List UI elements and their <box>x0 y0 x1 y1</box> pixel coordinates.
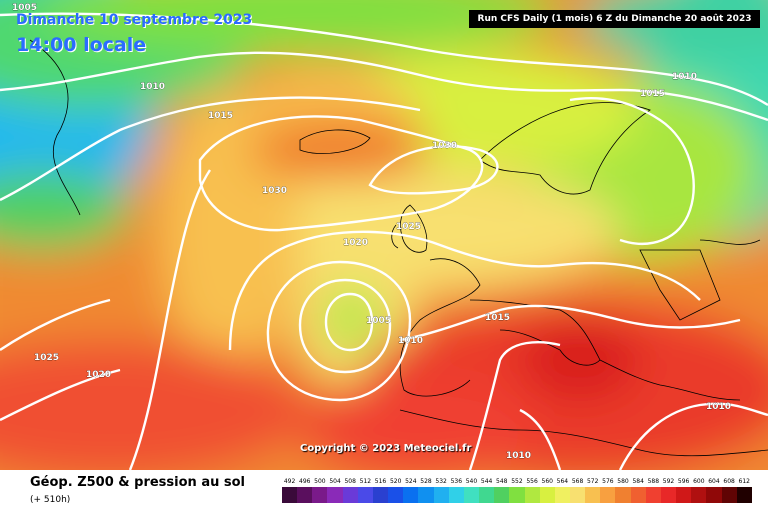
isobar-labels: 1005 1010 1015 1030 1030 1010 1015 1025 … <box>12 3 731 461</box>
legend-label: 508 <box>344 478 356 485</box>
legend-label: 548 <box>496 478 508 485</box>
legend-swatch <box>615 487 631 503</box>
legend-label: 540 <box>465 478 478 485</box>
isobar-lines <box>0 12 768 470</box>
isobar-label: 1005 <box>366 316 391 326</box>
isobar-label: 1025 <box>396 222 421 232</box>
isobar-label: 1015 <box>485 313 510 323</box>
product-title: Géop. Z500 & pression au sol <box>30 475 245 490</box>
legend-swatch <box>630 487 646 503</box>
forecast-offset: (+ 510h) <box>30 495 71 505</box>
legend-swatch <box>372 487 389 503</box>
legend-label: 588 <box>647 478 660 485</box>
legend-swatch <box>433 487 449 503</box>
legend-label: 604 <box>708 478 720 485</box>
legend-label: 592 <box>662 478 675 485</box>
legend-swatch <box>509 487 525 503</box>
legend-swatch <box>479 487 495 503</box>
legend-swatch <box>463 487 480 503</box>
isobar-label: 1010 <box>672 72 697 82</box>
legend-swatch <box>721 487 737 503</box>
legend-label: 516 <box>374 478 387 485</box>
legend-label: 560 <box>541 478 553 485</box>
isobar-label: 1020 <box>86 370 111 380</box>
isobar-label: 1030 <box>432 141 457 151</box>
legend-label: 596 <box>677 478 690 485</box>
legend-label: 568 <box>571 478 584 485</box>
forecast-date: Dimanche 10 septembre 2023 <box>16 12 253 28</box>
legend-label: 564 <box>556 478 569 485</box>
isobar-label: 1010 <box>140 82 165 92</box>
legend-swatch <box>448 487 464 503</box>
legend-label: 580 <box>617 478 629 485</box>
legend-label: 528 <box>420 478 432 485</box>
legend-swatch <box>494 487 510 503</box>
legend-label: 576 <box>602 478 614 485</box>
legend-swatch <box>691 487 707 503</box>
legend-label: 544 <box>480 478 493 485</box>
legend-label: 536 <box>450 478 463 485</box>
legend-label: 512 <box>359 478 372 485</box>
legend-swatches <box>282 487 752 503</box>
legend-swatch <box>403 487 419 503</box>
legend-swatch <box>676 487 692 503</box>
isobar-label: 1025 <box>34 353 59 363</box>
legend-label: 496 <box>299 478 311 485</box>
legend-swatch <box>282 487 298 503</box>
legend-swatch <box>524 487 540 503</box>
legend-label: 608 <box>723 478 735 485</box>
legend-swatch <box>660 487 677 503</box>
legend-label: 492 <box>283 478 296 485</box>
legend-label: 524 <box>405 478 417 485</box>
forecast-time: 14:00 locale <box>16 34 147 56</box>
legend-label: 584 <box>632 478 644 485</box>
legend-swatch <box>327 487 343 503</box>
map-footer: Géop. Z500 & pression au sol (+ 510h) 49… <box>0 470 768 512</box>
legend-label: 504 <box>329 478 341 485</box>
legend-swatch <box>554 487 570 503</box>
legend-swatch <box>645 487 661 503</box>
forecast-map: 1005 1010 1015 1030 1030 1010 1015 1025 … <box>0 0 768 470</box>
legend-swatch <box>297 487 313 503</box>
legend-swatch <box>539 487 555 503</box>
legend-swatch <box>736 487 752 503</box>
legend-label: 500 <box>314 478 326 485</box>
legend-swatch <box>357 487 373 503</box>
legend-swatch <box>342 487 358 503</box>
color-scale-legend: 492 496 500 504 508 512 516 520 524 528 532 536 540 5… <box>282 478 752 503</box>
legend-label: 532 <box>435 478 447 485</box>
geopotential-field: 1005 1010 1015 1030 1030 1010 1015 1025 … <box>0 0 768 470</box>
legend-swatch <box>418 487 434 503</box>
legend-label: 572 <box>586 478 599 485</box>
legend-labels: 492 496 500 504 508 512 516 520 524 528 532 536 540 5… <box>282 478 752 485</box>
legend-swatch <box>388 487 404 503</box>
legend-swatch <box>600 487 616 503</box>
isobar-label: 1015 <box>208 111 233 121</box>
geopotential-shading <box>0 0 768 470</box>
legend-label: 520 <box>389 478 402 485</box>
isobar-label: 1015 <box>640 89 665 99</box>
isobar-label: 1010 <box>506 451 531 461</box>
legend-label: 556 <box>526 478 538 485</box>
legend-swatch <box>312 487 328 503</box>
legend-label: 600 <box>693 478 705 485</box>
run-info: Run CFS Daily (1 mois) 6 Z du Dimanche 2… <box>469 10 760 28</box>
legend-label: 612 <box>738 478 750 485</box>
isobar-label: 1010 <box>706 402 731 412</box>
legend-swatch <box>569 487 586 503</box>
copyright-notice: Copyright © 2023 Meteociel.fr <box>300 443 472 454</box>
legend-label: 552 <box>511 478 523 485</box>
legend-swatch <box>706 487 722 503</box>
legend-swatch <box>585 487 601 503</box>
isobar-label: 1020 <box>343 238 368 248</box>
isobar-label: 1010 <box>398 336 423 346</box>
isobar-label: 1030 <box>262 186 287 196</box>
isobar-label: 1005 <box>12 3 37 13</box>
